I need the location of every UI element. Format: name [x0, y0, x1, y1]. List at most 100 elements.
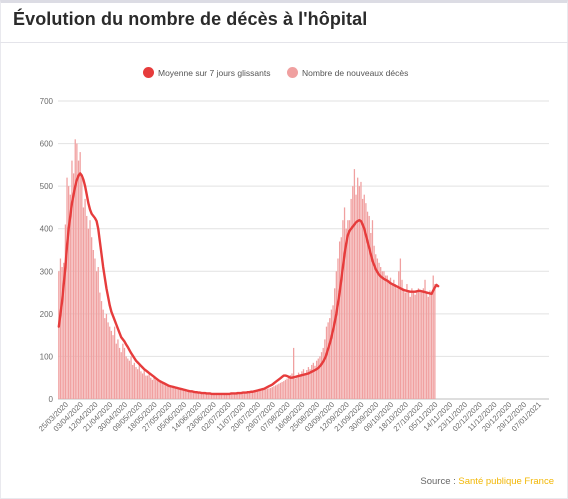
bar [373, 245, 375, 399]
bar [156, 381, 158, 399]
y-tick-label: 300 [40, 267, 54, 276]
bar [169, 386, 172, 399]
bar [314, 365, 316, 399]
source-note: Source : Santé publique France [420, 476, 554, 487]
bar [281, 381, 283, 399]
bar [184, 389, 186, 399]
bar [145, 375, 147, 399]
bar [284, 379, 287, 399]
bar [258, 390, 260, 399]
bar [138, 364, 140, 399]
bar [248, 392, 250, 399]
bar [117, 339, 119, 399]
bar [243, 392, 246, 399]
bar [89, 220, 91, 399]
bar [163, 384, 165, 399]
bar [422, 288, 425, 399]
bar [104, 318, 106, 399]
bar [171, 387, 173, 399]
bar [161, 382, 163, 399]
bar [394, 284, 397, 399]
bar [391, 284, 393, 399]
bar [197, 391, 200, 399]
bar [380, 267, 382, 399]
bar [319, 356, 321, 399]
bar [196, 391, 198, 399]
bar [427, 296, 429, 399]
y-tick-label: 600 [40, 140, 54, 149]
bar [109, 326, 111, 399]
bar [361, 198, 364, 399]
source-link[interactable]: Santé publique France [458, 476, 554, 487]
bar [350, 198, 352, 399]
bar [389, 277, 392, 399]
bar [371, 220, 374, 399]
bar [191, 390, 193, 399]
bar [317, 358, 319, 399]
bar [173, 386, 175, 399]
bar [263, 389, 265, 399]
bar [265, 389, 267, 399]
bar [414, 294, 416, 399]
y-tick-label: 200 [40, 310, 54, 319]
bar [158, 381, 160, 399]
bar [182, 389, 185, 399]
bar [112, 335, 114, 399]
bar [84, 198, 86, 399]
bar [432, 275, 434, 399]
bar [128, 360, 131, 399]
bar [412, 292, 415, 399]
bar [430, 292, 433, 399]
bar [417, 288, 420, 399]
bar [105, 313, 108, 399]
bar [87, 228, 90, 399]
bar [260, 390, 262, 399]
bar [240, 393, 242, 399]
bar [159, 381, 162, 399]
bar [276, 384, 278, 399]
bar [294, 378, 296, 399]
bar [127, 358, 129, 399]
bar [238, 393, 241, 399]
bar [368, 215, 370, 399]
bar [102, 309, 104, 399]
bar [365, 203, 367, 399]
bar [219, 393, 221, 399]
bar [273, 386, 275, 399]
bar [74, 139, 76, 399]
bar [94, 258, 96, 399]
bar [278, 383, 280, 399]
bar [348, 220, 351, 399]
bar [79, 152, 81, 399]
bar [345, 228, 347, 399]
bar [347, 220, 349, 399]
bar [324, 339, 326, 399]
y-tick-label: 700 [40, 97, 54, 106]
legend-item-average[interactable]: Moyenne sur 7 jours glissants [143, 67, 270, 78]
bar [204, 392, 206, 399]
bar [383, 271, 385, 399]
bar [168, 384, 170, 399]
bar [401, 279, 403, 399]
bar [201, 392, 203, 399]
legend-line-label: Moyenne sur 7 jours glissants [158, 67, 271, 78]
bar [304, 373, 306, 399]
bar [176, 387, 178, 399]
bar [407, 290, 410, 399]
bar [100, 301, 103, 399]
legend-line-swatch [143, 67, 154, 78]
bar [411, 288, 413, 399]
bar [123, 347, 126, 399]
bar [253, 391, 255, 399]
bar [207, 393, 209, 399]
bar [92, 250, 94, 399]
bar [320, 352, 323, 399]
bar [424, 279, 426, 399]
bar [97, 267, 99, 399]
legend-item-daily[interactable]: Nombre de nouveaux décès [287, 67, 408, 78]
bar [296, 375, 298, 399]
bar [270, 387, 272, 399]
bar [133, 362, 135, 399]
bar [187, 390, 190, 399]
